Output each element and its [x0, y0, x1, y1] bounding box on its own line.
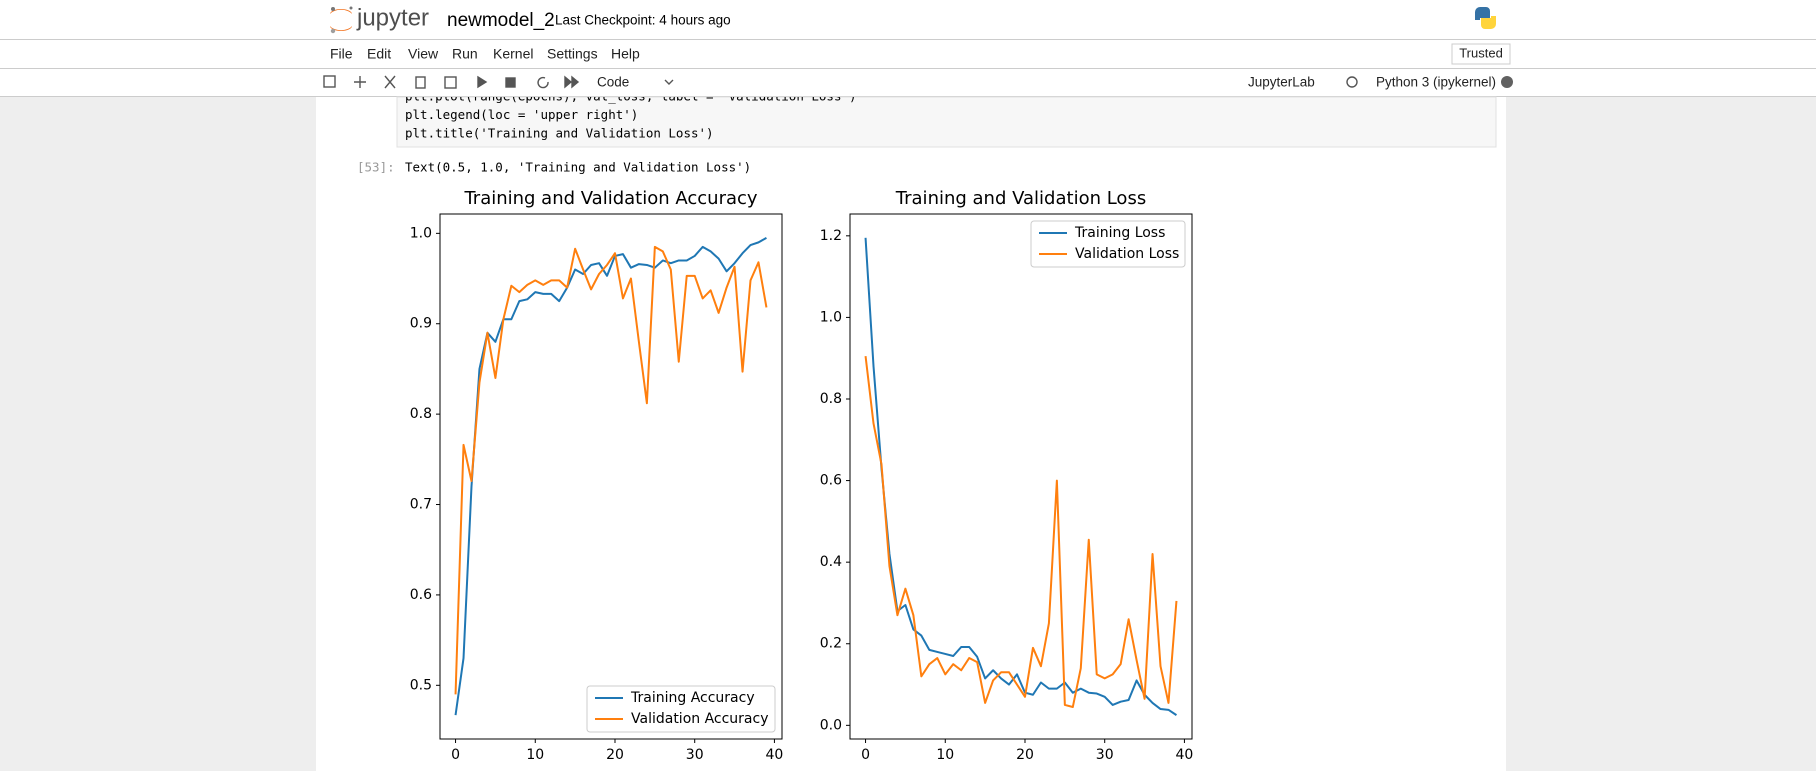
data-line: [454, 236, 767, 716]
x-tick-label: 0: [861, 747, 870, 763]
header-bar: [0, 0, 1816, 39]
x-tick-label: 0: [451, 747, 460, 763]
menu-item[interactable]: File: [330, 46, 353, 62]
data-line: [864, 237, 1178, 716]
debug-icon[interactable]: [1346, 76, 1358, 88]
code-line: plt.legend(loc = 'upper right'): [405, 107, 638, 122]
y-tick-label: 0.6: [410, 587, 432, 603]
x-tick-label: 30: [686, 747, 704, 763]
legend-label: Validation Loss: [1075, 246, 1179, 262]
y-tick-label: 0.6: [820, 473, 842, 489]
kernel-status: [1501, 76, 1513, 88]
menu-bar: File Edit View Run Kernel Settings Help: [330, 46, 640, 62]
y-tick-label: 0.9: [410, 316, 432, 332]
data-line: [454, 245, 768, 695]
output-text: Text(0.5, 1.0, 'Training and Validation …: [405, 160, 751, 175]
legend-label: Training Loss: [1074, 225, 1165, 241]
data-line: [864, 356, 1178, 708]
code-cell[interactable]: [396, 96, 1497, 148]
code-line: plt.plot(range(epochs), val_loss, label …: [405, 89, 857, 104]
logo-text: jupyter: [356, 4, 429, 31]
menu-item[interactable]: View: [408, 46, 439, 62]
axes-frame: [849, 213, 1193, 740]
y-tick-label: 0.5: [410, 677, 432, 693]
y-tick-label: 1.2: [820, 228, 842, 244]
notebook-panel: [316, 97, 1506, 771]
menu-item[interactable]: Edit: [367, 46, 391, 62]
toolbar-icons[interactable]: [323, 75, 674, 89]
jupyter-logo[interactable]: jupyter: [330, 4, 429, 34]
legend-label: Validation Accuracy: [631, 711, 769, 727]
legend-box: [586, 685, 776, 733]
chart: Training and Validation Loss 0.0 0.2 0.4 0.6…: [820, 188, 1194, 763]
chart: Training and Validation Accuracy 0.5 0.6 0.…: [410, 188, 784, 763]
code-line: plt.title('Training and Validation Loss'…: [405, 126, 714, 141]
notebook-name[interactable]: newmodel_2: [447, 10, 555, 31]
y-tick-label: 1.0: [410, 225, 432, 241]
chart-title: Training and Validation Loss: [895, 188, 1146, 209]
menu-item[interactable]: Run: [452, 46, 478, 62]
x-tick-label: 40: [1176, 747, 1194, 763]
y-tick-label: 0.8: [410, 406, 432, 422]
charts: Training and Validation Accuracy 0.5 0.6 0.…: [410, 188, 1194, 763]
trusted-box[interactable]: [1451, 43, 1511, 65]
y-tick-label: 0.8: [820, 391, 842, 407]
chart-title: Training and Validation Accuracy: [463, 188, 757, 209]
x-tick-label: 10: [936, 747, 954, 763]
axes-frame: [439, 213, 783, 740]
y-tick-label: 0.0: [820, 717, 842, 733]
x-tick-label: 20: [1016, 747, 1034, 763]
x-tick-label: 10: [526, 747, 544, 763]
x-tick-label: 40: [766, 747, 784, 763]
output-prompt: [53]:: [357, 160, 395, 175]
x-tick-label: 30: [1096, 747, 1114, 763]
menu-item[interactable]: Kernel: [493, 46, 533, 62]
legend-label: Training Accuracy: [630, 690, 755, 706]
legend-box: [1030, 220, 1186, 268]
y-tick-label: 0.4: [820, 554, 842, 570]
menu-item[interactable]: Help: [611, 46, 640, 62]
checkpoint: Last Checkpoint: 4 hours ago: [555, 13, 731, 28]
cell-type[interactable]: Code: [597, 75, 629, 90]
jupyterlab-link[interactable]: JupyterLab: [1248, 75, 1315, 90]
trusted[interactable]: Trusted: [1459, 45, 1503, 60]
kernel-name[interactable]: Python 3 (ipykernel): [1376, 75, 1496, 90]
code-lines: plt.plot(range(epochs), val_loss, label …: [405, 89, 857, 141]
python-logo: [1475, 7, 1496, 29]
y-tick-label: 1.0: [820, 309, 842, 325]
y-tick-label: 0.7: [410, 497, 432, 513]
y-tick-label: 0.2: [820, 636, 842, 652]
menu-item[interactable]: Settings: [547, 46, 598, 62]
x-tick-label: 20: [606, 747, 624, 763]
